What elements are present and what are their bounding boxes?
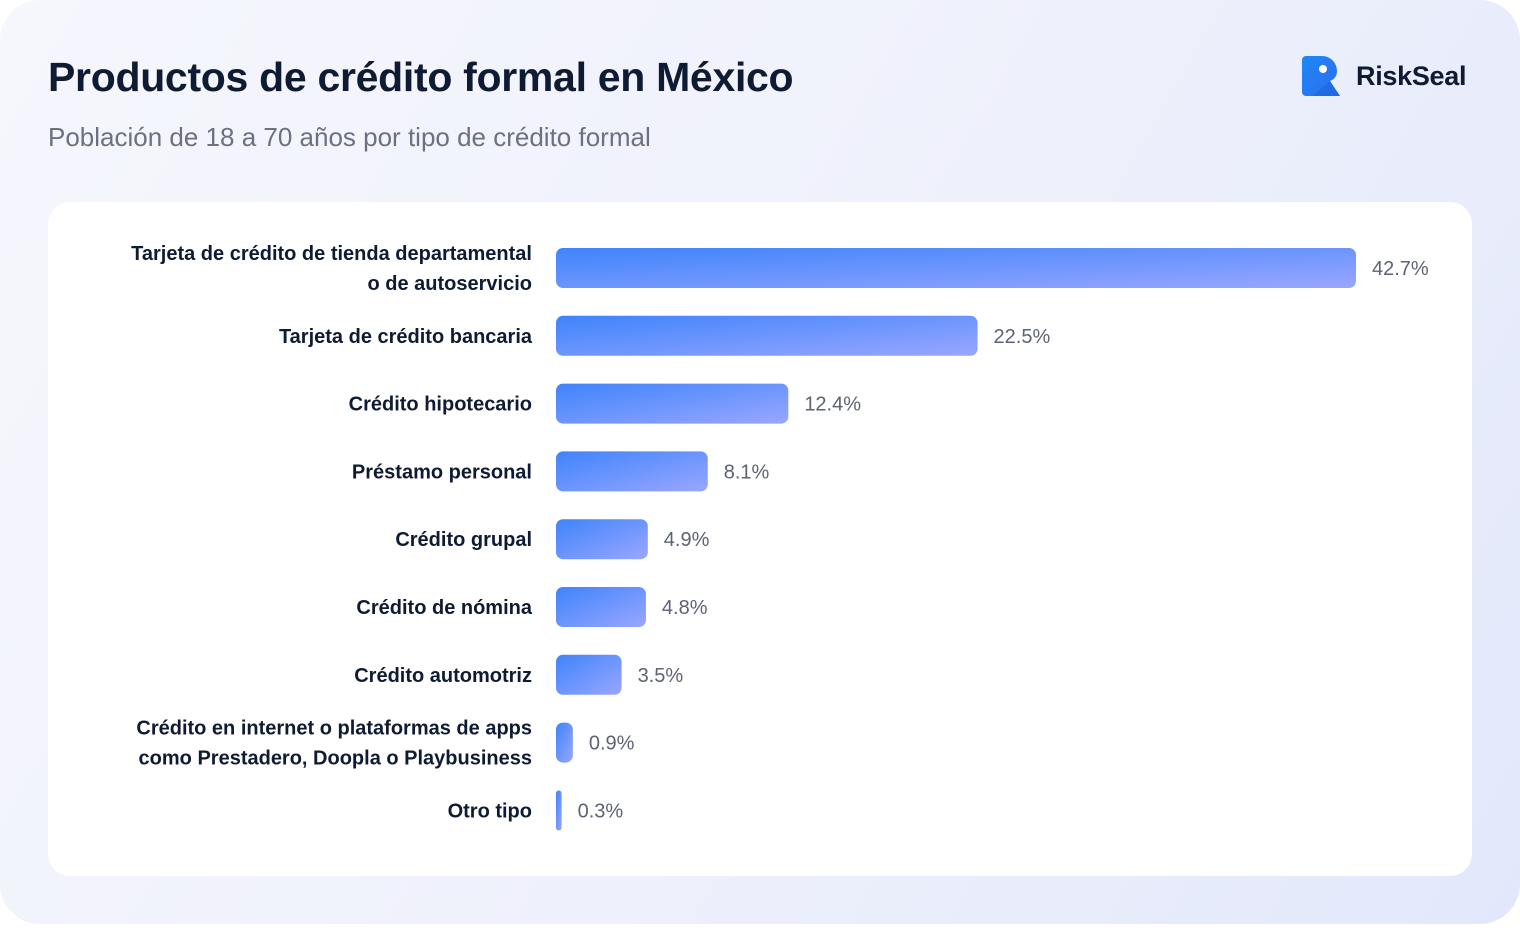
page-subtitle: Población de 18 a 70 años por tipo de cr… bbox=[48, 122, 651, 152]
value-label-5: 4.8% bbox=[662, 597, 708, 619]
bar-0 bbox=[556, 248, 1356, 288]
value-label-4: 4.9% bbox=[664, 529, 710, 551]
brand-logo: RiskSeal bbox=[1302, 56, 1466, 96]
bar-7 bbox=[556, 722, 573, 763]
bar-6 bbox=[556, 654, 622, 695]
bar-8 bbox=[556, 790, 562, 831]
value-label-6: 3.5% bbox=[638, 665, 684, 687]
value-label-1: 22.5% bbox=[994, 326, 1051, 348]
riskseal-logo-icon bbox=[1302, 56, 1342, 96]
category-label-6: Crédito automotriz bbox=[354, 665, 532, 687]
chart-card: 42.7% Tarjeta de crédito de tienda depart… bbox=[48, 202, 1472, 876]
value-label-8: 0.3% bbox=[578, 800, 624, 822]
bar-1 bbox=[556, 315, 978, 356]
value-label-3: 8.1% bbox=[724, 461, 770, 483]
value-label-0: 42.7% bbox=[1372, 258, 1429, 280]
bar-2 bbox=[556, 383, 789, 424]
bar-3 bbox=[556, 451, 708, 492]
category-label-0-line-1: o de autoservicio bbox=[368, 273, 533, 295]
category-label-4: Crédito grupal bbox=[395, 529, 532, 551]
category-label-0-line-0: Tarjeta de crédito de tienda departament… bbox=[131, 243, 532, 265]
category-label-1: Tarjeta de crédito bancaria bbox=[279, 326, 533, 348]
category-label-2: Crédito hipotecario bbox=[349, 394, 532, 416]
value-label-2: 12.4% bbox=[804, 394, 861, 416]
value-label-7: 0.9% bbox=[589, 733, 635, 755]
category-label-7-line-1: como Prestadero, Doopla o Playbusiness bbox=[139, 748, 532, 770]
category-label-5: Crédito de nómina bbox=[356, 597, 532, 619]
bar-chart: 42.7% Tarjeta de crédito de tienda depart… bbox=[131, 243, 1429, 831]
category-label-3: Préstamo personal bbox=[352, 461, 532, 483]
bar-4 bbox=[556, 519, 648, 560]
brand-name: RiskSeal bbox=[1356, 60, 1467, 91]
page-title: Productos de crédito formal en México bbox=[48, 54, 794, 100]
category-label-7-line-0: Crédito en internet o plataformas de app… bbox=[136, 718, 532, 740]
category-label-8: Otro tipo bbox=[448, 800, 532, 822]
bar-5 bbox=[556, 587, 646, 627]
